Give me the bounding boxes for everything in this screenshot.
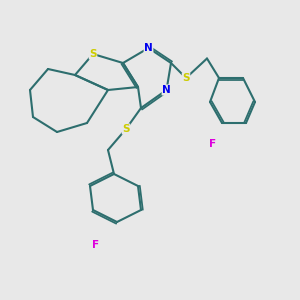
Text: N: N [162,85,171,95]
Text: S: S [122,124,130,134]
Text: F: F [92,239,100,250]
Text: F: F [209,139,217,149]
Text: S: S [89,49,97,59]
Text: S: S [182,73,190,83]
Text: N: N [144,43,153,53]
